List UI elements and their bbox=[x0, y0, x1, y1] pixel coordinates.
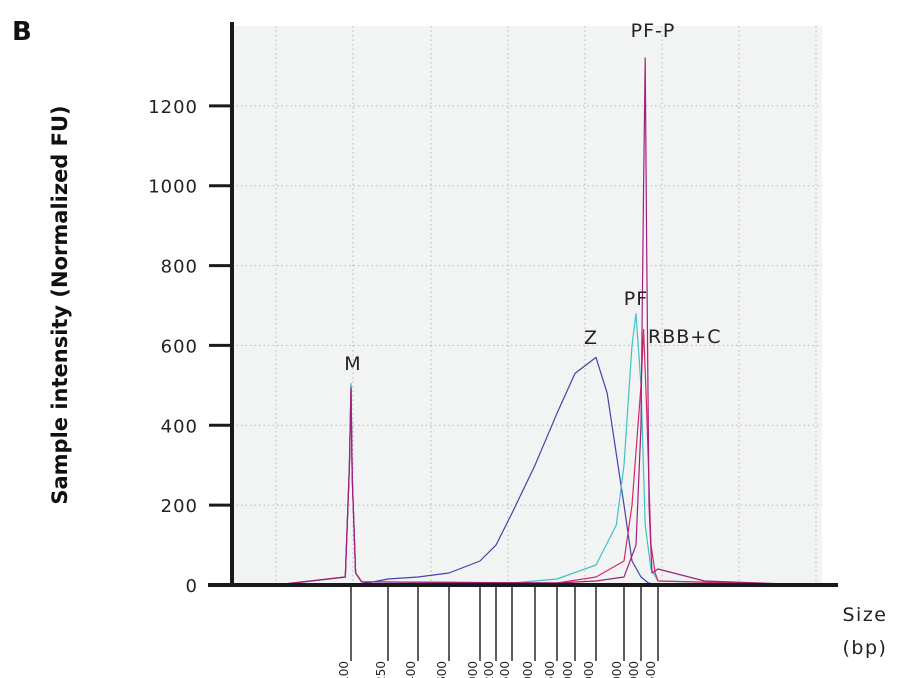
x-axis-label-line2: (bp) bbox=[843, 637, 888, 659]
x-tick-label: 600 bbox=[435, 661, 449, 678]
peak-label: RBB+C bbox=[648, 326, 721, 348]
x-ticks: 100 250 400 600 900 1200 1500 2000 2500 3000 4000 7… bbox=[337, 587, 659, 678]
y-tick-label: 600 bbox=[161, 336, 198, 357]
series-layer bbox=[275, 57, 817, 586]
peak-label: PF bbox=[624, 288, 648, 310]
x-tick-label: 7000 bbox=[610, 661, 624, 678]
x-tick-label: 3000 bbox=[561, 661, 575, 678]
y-tick-label: 800 bbox=[161, 257, 198, 278]
y-tick-label: 1000 bbox=[148, 177, 198, 198]
x-tick-label: 2000 bbox=[521, 661, 535, 678]
panel-label: B bbox=[12, 17, 32, 47]
x-tick-label: 900 bbox=[466, 661, 480, 678]
y-tick-label: 200 bbox=[161, 496, 198, 517]
series-trace bbox=[275, 312, 817, 586]
x-tick-label: 400 bbox=[404, 661, 418, 678]
x-tick-label: 4000 bbox=[582, 661, 596, 678]
peak-label: Z bbox=[584, 327, 598, 349]
series-trace bbox=[275, 57, 817, 586]
x-tick-label: 48500 bbox=[644, 661, 658, 678]
peak-label: PF-P bbox=[631, 20, 676, 42]
x-tick-label: 2500 bbox=[543, 661, 557, 678]
x-tick-label: 1200 bbox=[482, 661, 496, 678]
plot-background bbox=[232, 26, 822, 585]
peak-label: M bbox=[344, 353, 361, 375]
x-axis-label-line1: Size bbox=[842, 604, 887, 626]
y-ticks: 0 200 400 600 800 1000 1200 bbox=[148, 97, 232, 597]
x-tick-label: 1500 bbox=[498, 661, 512, 678]
x-tick-label: 100 bbox=[337, 661, 351, 678]
x-tick-label: 15000 bbox=[627, 661, 641, 678]
x-tick-label: 250 bbox=[374, 661, 388, 678]
y-tick-label: 1200 bbox=[148, 97, 198, 118]
y-axis-label: Sample intensity (Normalized FU) bbox=[48, 105, 72, 504]
y-tick-label: 0 bbox=[186, 576, 198, 597]
y-tick-label: 400 bbox=[161, 416, 198, 437]
grid bbox=[232, 26, 822, 585]
